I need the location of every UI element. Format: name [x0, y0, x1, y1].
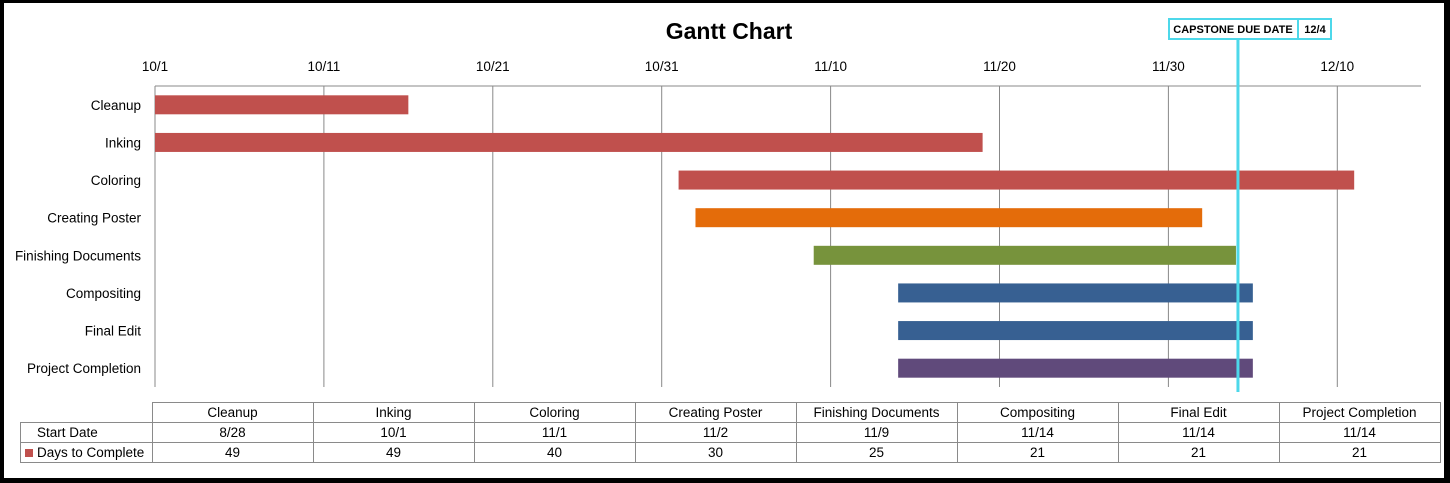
- y-category-label: Compositing: [66, 286, 141, 301]
- table-cell-days-to-complete: 49: [312, 442, 475, 463]
- table-cell-days-to-complete: 49: [151, 442, 314, 463]
- x-tick-label: 11/10: [814, 59, 847, 74]
- table-column-header: Creating Poster: [634, 402, 797, 423]
- chart-frame: Gantt Chart 10/1 10/11 10/21 10/31 11/10 11/20…: [4, 3, 1444, 478]
- table-column-header: Finishing Documents: [795, 402, 958, 423]
- table-column-header: Final Edit: [1117, 402, 1280, 423]
- table-cell-days-to-complete: 21: [1278, 442, 1441, 463]
- legend-key-swatch: [25, 449, 33, 457]
- y-category-label: Coloring: [91, 173, 141, 188]
- gantt-bar: [813, 245, 1236, 265]
- table-cell-days-to-complete: 21: [956, 442, 1119, 463]
- x-tick-label: 10/1: [142, 59, 168, 74]
- table-column-header: Cleanup: [151, 402, 314, 423]
- y-category-label: Project Completion: [27, 361, 141, 376]
- y-category-label: Creating Poster: [47, 211, 141, 226]
- x-tick-label: 10/31: [645, 59, 679, 74]
- gantt-bar: [898, 283, 1253, 303]
- gantt-bar: [155, 132, 983, 152]
- table-column-header: Inking: [312, 402, 475, 423]
- table-cell-days-to-complete: 30: [634, 442, 797, 463]
- table-cell-start-date: 11/9: [795, 422, 958, 443]
- x-tick-label: 12/10: [1320, 59, 1354, 74]
- table-cell-start-date: 10/1: [312, 422, 475, 443]
- chart-title: Gantt Chart: [666, 18, 793, 44]
- table-corner-cell: [20, 402, 153, 423]
- table-cell-start-date: 11/2: [634, 422, 797, 443]
- y-category-label: Inking: [105, 135, 141, 150]
- table-cell-start-date: 11/14: [956, 422, 1119, 443]
- table-cell-days-to-complete: 21: [1117, 442, 1280, 463]
- due-date-value: 12/4: [1304, 24, 1326, 36]
- table-column-header: Coloring: [473, 402, 636, 423]
- gantt-bar: [155, 95, 409, 115]
- x-tick-label: 10/11: [308, 59, 341, 74]
- table-cell-start-date: 11/14: [1278, 422, 1441, 443]
- x-tick-label: 11/20: [983, 59, 1016, 74]
- table-column-header: Compositing: [956, 402, 1119, 423]
- data-table: Cleanup Inking Coloring Creating Poster Fini…: [20, 402, 1441, 463]
- gantt-bar: [695, 208, 1203, 228]
- table-column-header: Project Completion: [1278, 402, 1441, 423]
- table-header-row: Cleanup Inking Coloring Creating Poster Fini…: [20, 402, 1441, 423]
- table-row-label-start-date: Start Date: [20, 422, 153, 443]
- table-cell-days-to-complete: 40: [473, 442, 636, 463]
- due-date-box: [1168, 18, 1332, 40]
- table-cell-start-date: 11/14: [1117, 422, 1280, 443]
- y-category-label: Finishing Documents: [15, 248, 141, 263]
- table-cell-start-date: 11/1: [473, 422, 636, 443]
- gantt-bar: [678, 170, 1355, 190]
- table-row-start-date: Start Date 8/28 10/1 11/1 11/2 11/9 11/14 11/1…: [20, 422, 1441, 443]
- x-tick-label: 10/21: [476, 59, 510, 74]
- table-row-label-text: Days to Complete: [37, 445, 145, 460]
- due-date-label: CAPSTONE DUE DATE: [1173, 24, 1292, 36]
- table-row-days-to-complete: Days to Complete 49 49 40 30 25 21 21 21: [20, 442, 1441, 463]
- table-row-label-days-to-complete: Days to Complete: [20, 442, 153, 463]
- y-category-label: Final Edit: [85, 324, 142, 339]
- table-cell-start-date: 8/28: [151, 422, 314, 443]
- table-cell-days-to-complete: 25: [795, 442, 958, 463]
- gantt-bar: [898, 321, 1253, 341]
- gantt-bar: [898, 358, 1253, 378]
- x-tick-label: 11/30: [1152, 59, 1185, 74]
- y-category-label: Cleanup: [91, 98, 141, 113]
- table-row-label-text: Start Date: [37, 425, 98, 440]
- gantt-chart: Gantt Chart 10/1 10/11 10/21 10/31 11/10 11/20…: [15, 18, 1421, 392]
